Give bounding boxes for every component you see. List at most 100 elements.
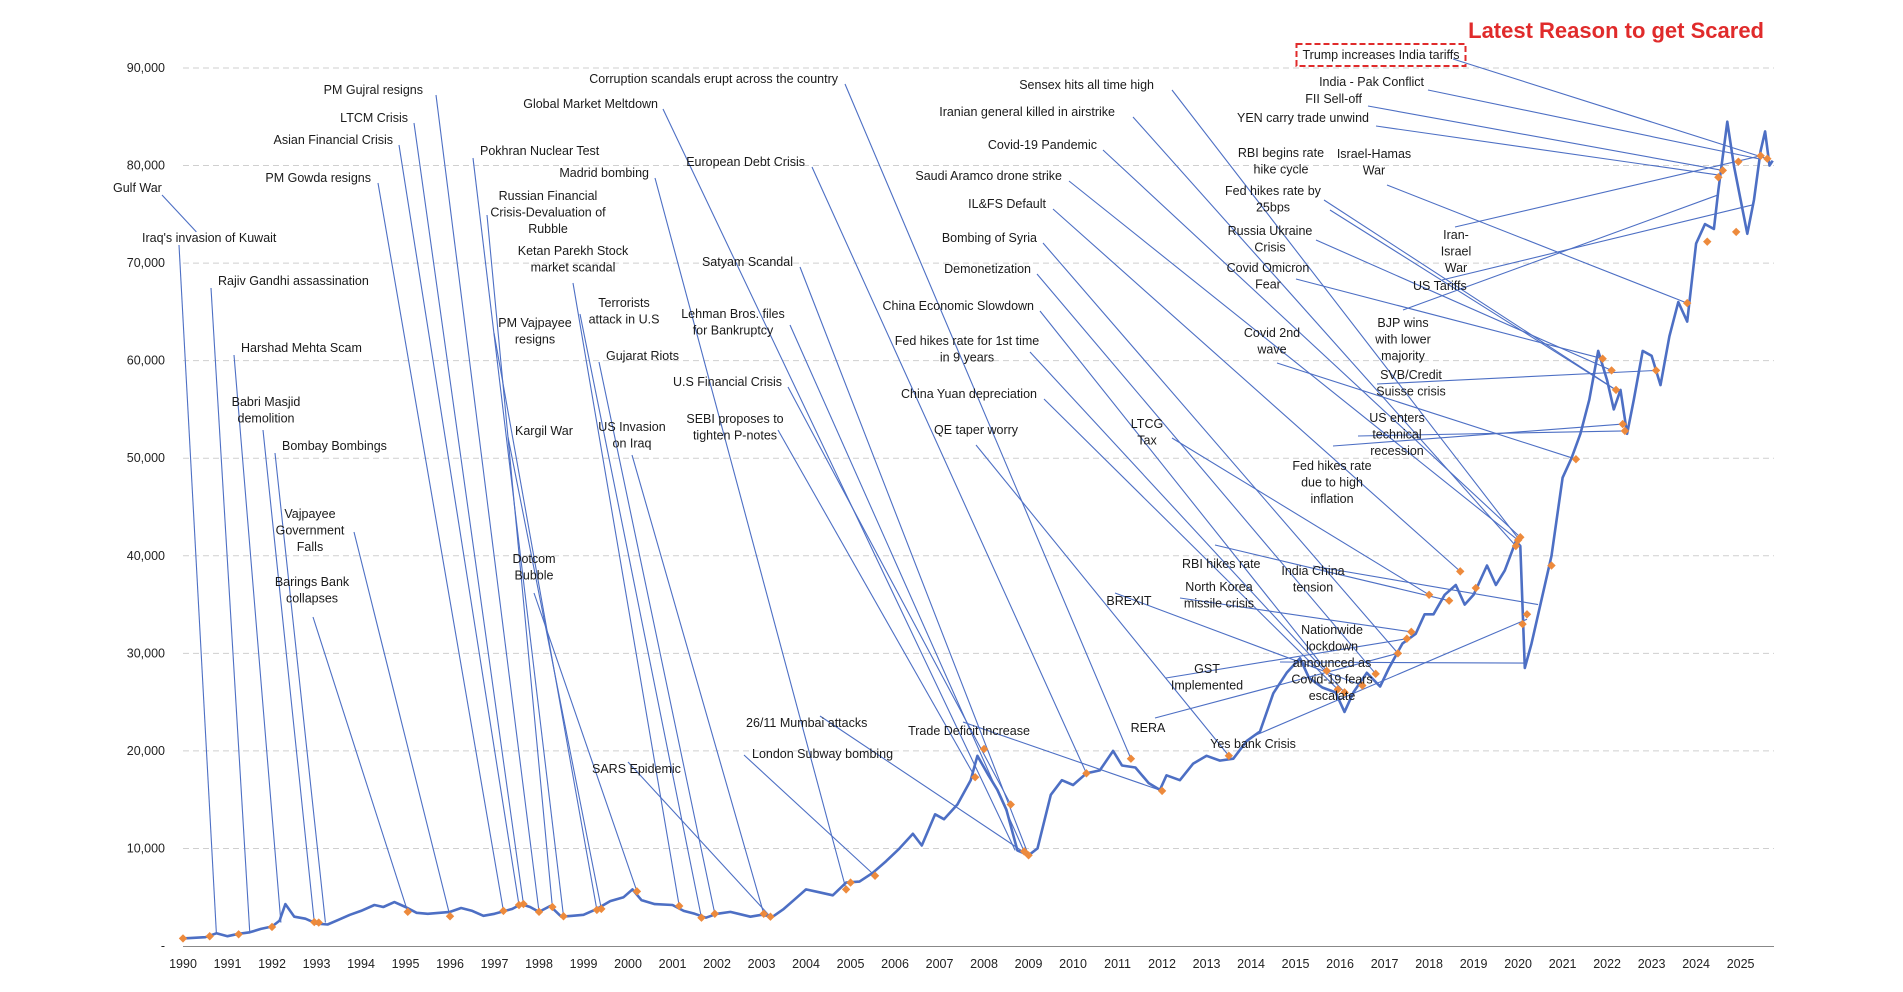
annotation-line: Russia Ukraine: [1228, 224, 1313, 238]
x-tick-label: 1997: [481, 957, 509, 971]
event-marker: [597, 904, 606, 914]
annotation-line: Fed hikes rate by: [1225, 184, 1322, 198]
annotation-leader: [598, 361, 716, 914]
annotation-line: Satyam Scandal: [702, 255, 793, 269]
annotation-label: Covid 2nd wave: [1244, 326, 1300, 357]
annotation-label: RBI hikes rate: [1182, 557, 1261, 571]
x-tick-label: 2022: [1593, 957, 1621, 971]
annotation-line: attack in U.S: [589, 313, 660, 327]
annotation-line: Crisis: [1254, 241, 1285, 255]
annotation-line: Tax: [1137, 434, 1157, 448]
annotation-line: market scandal: [531, 261, 616, 275]
annotation-leader: [819, 715, 1025, 853]
annotation-leader: [507, 436, 602, 910]
annotation-leader: [262, 429, 315, 923]
annotation-line: Fed hikes rate for 1st time: [895, 334, 1040, 348]
annotation-leader: [533, 592, 638, 892]
annotation-leader: [161, 194, 197, 233]
annotation-leaders: [161, 58, 1768, 934]
annotation-label: FII Sell-off: [1305, 92, 1362, 106]
annotation-label: Russia Ukraine Crisis: [1228, 224, 1313, 255]
x-tick-label: 2023: [1638, 957, 1666, 971]
annotation-label: North Korea missile crisis: [1184, 580, 1254, 611]
annotation-leader: [435, 94, 540, 912]
annotation-line: Fed hikes rate: [1292, 459, 1371, 473]
annotation-line: QE taper worry: [934, 423, 1019, 437]
annotation-line: Corruption scandals erupt across the cou…: [589, 72, 838, 86]
event-marker: [1471, 583, 1481, 593]
event-marker: [514, 900, 524, 910]
event-marker: [559, 912, 568, 921]
annotation-leader: [486, 214, 553, 908]
annotation-leader: [1276, 362, 1577, 460]
annotation-line: Babri Masjid: [232, 395, 301, 409]
annotation-line: US Tariffs: [1413, 279, 1467, 293]
annotation-line: London Subway bombing: [752, 747, 893, 761]
annotation-label: Russian Financial Crisis-Devaluation of Ru…: [490, 189, 606, 236]
annotation-line: Iran-: [1443, 228, 1469, 242]
y-tick-label: 70,000: [127, 256, 165, 270]
annotation-line: US enters: [1369, 411, 1425, 425]
x-tick-label: 2010: [1059, 957, 1087, 971]
annotation-line: Russian Financial: [499, 189, 598, 203]
event-marker: [1718, 166, 1728, 175]
annotation-leader: [1427, 89, 1759, 160]
event-marker: [1333, 685, 1343, 694]
annotation-leader: [1323, 199, 1617, 391]
annotation-line: RBI hikes rate: [1182, 557, 1261, 571]
annotation-line: Gujarat Riots: [606, 349, 679, 363]
annotation-leader: [1441, 204, 1755, 281]
annotation-line: Rajiv Gandhi assassination: [218, 274, 369, 288]
annotation-line: Yes bank Crisis: [1210, 737, 1296, 751]
event-marker: [499, 906, 508, 916]
event-marker: [1683, 298, 1692, 308]
y-tick-label: 80,000: [127, 159, 165, 173]
annotation-leader: [1376, 369, 1657, 385]
event-marker: [178, 934, 188, 943]
annotation-leader: [1312, 565, 1539, 606]
annotation-line: Falls: [297, 540, 323, 554]
event-marker: [1157, 786, 1167, 796]
event-marker: [1571, 454, 1581, 464]
annotation-label: LTCG Tax: [1131, 417, 1163, 448]
annotation-line: Asian Financial Crisis: [274, 133, 393, 147]
annotation-line: Pokhran Nuclear Test: [480, 144, 600, 158]
annotation-leader: [274, 452, 326, 923]
annotation-line: Covid-19 fears: [1291, 673, 1372, 687]
annotation-line: hike cycle: [1254, 163, 1309, 177]
annotation-line: Covid 2nd: [1244, 326, 1300, 340]
annotation-line: SEBI proposes to: [686, 412, 783, 426]
annotation-line: demolition: [238, 412, 295, 426]
event-marker: [697, 913, 706, 922]
annotation-label: Fed hikes rate for 1st time in 9 years: [895, 334, 1040, 365]
annotation-label: RBI begins rate hike cycle: [1238, 146, 1324, 177]
annotation-line: China Yuan depreciation: [901, 387, 1037, 401]
annotation-leader: [1039, 310, 1328, 672]
event-marker: [314, 918, 323, 927]
event-marker: [234, 930, 243, 939]
x-tick-label: 1999: [570, 957, 598, 971]
y-tick-label: 60,000: [127, 354, 165, 368]
annotation-label: Iranian general killed in airstrike: [939, 105, 1115, 119]
event-marker: [1082, 769, 1091, 778]
annotation-label: Kargil War: [515, 424, 573, 438]
x-tick-label: 2005: [837, 957, 865, 971]
annotation-leader: [743, 754, 876, 877]
event-marker: [1651, 366, 1661, 375]
annotation-label: Bombay Bombings: [282, 439, 387, 453]
annotation-line: Lehman Bros. files: [681, 307, 785, 321]
x-tick-label: 1998: [525, 957, 553, 971]
event-marker: [205, 932, 214, 941]
annotation-line: collapses: [286, 592, 338, 606]
event-marker: [1006, 800, 1015, 809]
event-marker: [1424, 590, 1434, 599]
annotation-leader: [398, 144, 520, 906]
annotation-line: Israel-Hamas: [1337, 147, 1411, 161]
annotation-line: China Economic Slowdown: [883, 299, 1035, 313]
annotation-leader: [1042, 242, 1399, 654]
annotation-label: LTCM Crisis: [340, 111, 408, 125]
x-tick-label: 1992: [258, 957, 286, 971]
event-marker: [1734, 157, 1743, 166]
annotation-label: US enters technical recession: [1369, 411, 1425, 458]
annotation-line: Saudi Aramco drone strike: [915, 169, 1062, 183]
